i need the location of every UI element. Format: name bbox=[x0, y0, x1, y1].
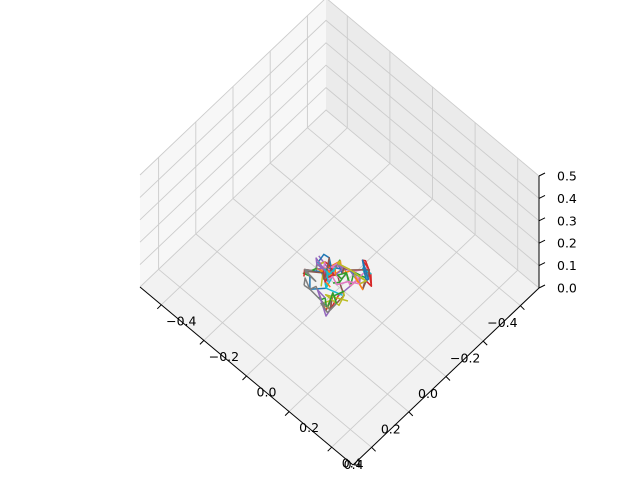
y-tick-label: 0.2 bbox=[299, 420, 319, 435]
z-grid-line bbox=[139, 19, 540, 199]
tick-labels: −0.4 −0.2 0.0 0.2 0.4 −0.4 −0.2 0.0 0.2 0.4 0.0 0.1… bbox=[166, 169, 577, 472]
series-line bbox=[354, 276, 364, 291]
z-tick bbox=[538, 217, 546, 222]
series-line bbox=[327, 290, 345, 307]
y-grid-floor bbox=[288, 234, 476, 412]
data-series bbox=[302, 253, 373, 317]
y-tick-label: −0.2 bbox=[209, 349, 239, 364]
x-tick-label: 0.2 bbox=[381, 421, 401, 436]
z-tick-label: 0.1 bbox=[557, 258, 577, 273]
y-tick bbox=[327, 446, 333, 452]
y-tick-label: −0.4 bbox=[166, 313, 196, 328]
series-line bbox=[361, 267, 372, 280]
z-tick-label: 0.5 bbox=[557, 169, 577, 184]
y-tick bbox=[242, 375, 247, 381]
x-tick-label: 0.4 bbox=[344, 457, 364, 472]
series-line bbox=[361, 259, 373, 287]
z-tick bbox=[538, 194, 546, 199]
series-line bbox=[302, 267, 317, 277]
z-tick bbox=[538, 262, 546, 267]
y-tick-label: 0.4 bbox=[342, 456, 362, 471]
z-grid-line bbox=[139, 86, 540, 266]
x-tick-label: 0.0 bbox=[418, 386, 438, 401]
y-tick-label: 0.0 bbox=[257, 385, 277, 400]
grid-lines bbox=[139, 0, 540, 448]
series-line bbox=[304, 268, 328, 280]
series-line bbox=[336, 260, 367, 282]
x-tick bbox=[445, 376, 451, 381]
series-line bbox=[320, 302, 337, 314]
z-grid-line bbox=[139, 109, 540, 289]
series-line bbox=[325, 267, 337, 283]
z-tick-label: 0.2 bbox=[557, 236, 577, 251]
series-line bbox=[324, 290, 349, 307]
z-grid-line bbox=[139, 64, 540, 244]
axis-panes bbox=[140, 0, 539, 465]
y-grid-floor bbox=[160, 127, 348, 306]
z-grid-line bbox=[139, 42, 540, 222]
y-grid-floor bbox=[331, 269, 519, 448]
z-tick bbox=[538, 172, 546, 177]
tick-marks bbox=[156, 172, 546, 452]
series-line bbox=[325, 275, 360, 286]
x-tick bbox=[408, 411, 414, 417]
series-line bbox=[332, 272, 348, 284]
y-grid-floor bbox=[203, 163, 391, 341]
x-tick-label: −0.2 bbox=[450, 351, 480, 366]
z-tick bbox=[538, 284, 546, 289]
z-tick bbox=[538, 239, 546, 244]
series-line bbox=[315, 257, 325, 270]
y-grid-floor bbox=[246, 198, 433, 377]
x-tick bbox=[520, 305, 525, 311]
z-tick-label: 0.4 bbox=[557, 191, 577, 206]
z-grid-line bbox=[139, 0, 540, 177]
series-line bbox=[303, 268, 317, 283]
z-tick-label: 0.3 bbox=[557, 213, 577, 228]
z-tick-label: 0.0 bbox=[557, 281, 577, 296]
y-tick bbox=[199, 340, 205, 345]
y-tick bbox=[156, 304, 162, 310]
x-tick bbox=[371, 446, 376, 452]
y-tick bbox=[284, 411, 290, 416]
x-tick bbox=[482, 340, 488, 346]
x-tick-label: −0.4 bbox=[487, 315, 517, 330]
